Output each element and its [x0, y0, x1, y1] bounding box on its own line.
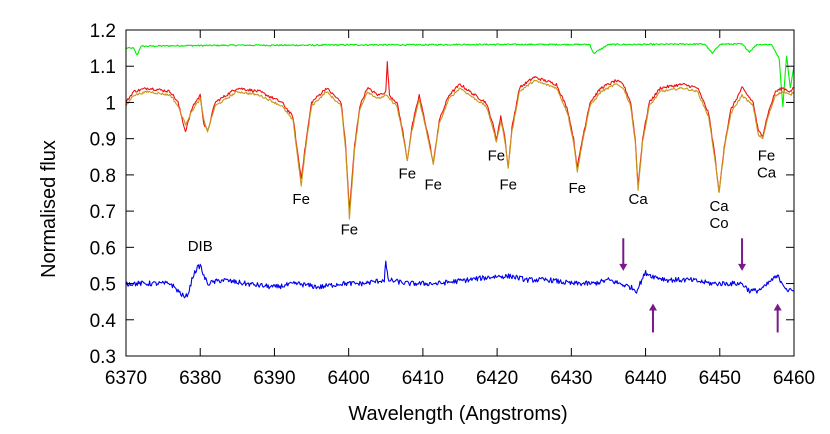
y-tick-label: 1	[105, 93, 116, 114]
series-line-2	[125, 79, 795, 220]
y-tick-label: 1.1	[90, 57, 116, 78]
line-annotation-4: Fe	[425, 176, 443, 193]
x-tick-label: 6420	[476, 368, 518, 389]
line-annotation-10: Fe Ca	[757, 147, 777, 181]
axis-layer: 6370 6380 6390 6400 6410 6420 6430 6440 6450 6460…	[90, 21, 816, 389]
x-tick-label: 6370	[105, 368, 147, 389]
x-tick-label: 6450	[699, 368, 741, 389]
y-tick-label: 0.8	[90, 166, 116, 187]
marker-arrow-3	[773, 303, 782, 333]
series-line-1	[125, 61, 795, 212]
series-layer	[125, 42, 795, 299]
y-tick-label: 0.7	[90, 202, 116, 223]
y-tick-label: 0.9	[90, 130, 116, 151]
line-annotation-6: Fe	[499, 176, 517, 193]
line-annotation-3: Fe	[399, 166, 417, 183]
line-annotation-5: Fe	[488, 147, 506, 164]
line-annotation-2: Fe	[341, 222, 359, 239]
marker-arrow-0	[619, 238, 628, 271]
y-tick-label: 0.3	[90, 347, 116, 368]
x-tick-label: 6410	[402, 368, 444, 389]
x-tick-label: 6430	[550, 368, 592, 389]
x-tick-label: 6400	[328, 368, 370, 389]
x-tick-label: 6440	[624, 368, 666, 389]
marker-arrow-2	[648, 303, 657, 333]
x-tick-label: 6390	[253, 368, 295, 389]
arrow-layer	[619, 238, 782, 333]
y-tick-label: 0.5	[90, 275, 116, 296]
series-line-3	[125, 260, 795, 299]
y-tick-label: 0.6	[90, 238, 116, 259]
line-annotation-7: Fe	[569, 180, 587, 197]
marker-arrow-1	[738, 238, 747, 271]
y-tick-label: 0.4	[90, 311, 117, 332]
y-tick-label: 1.2	[90, 21, 116, 42]
line-annotation-8: Ca	[629, 191, 649, 208]
x-tick-label: 6380	[179, 368, 221, 389]
y-axis-title: Normalised flux	[38, 140, 60, 278]
x-axis-title: Wavelength (Angstroms)	[348, 403, 567, 425]
line-annotation-1: Fe	[292, 191, 310, 208]
x-tick-label: 6460	[773, 368, 815, 389]
line-annotation-0: DIB	[188, 238, 213, 255]
plot-frame	[125, 29, 795, 357]
line-annotation-9: Ca Co	[709, 198, 729, 232]
series-line-0	[125, 42, 795, 108]
